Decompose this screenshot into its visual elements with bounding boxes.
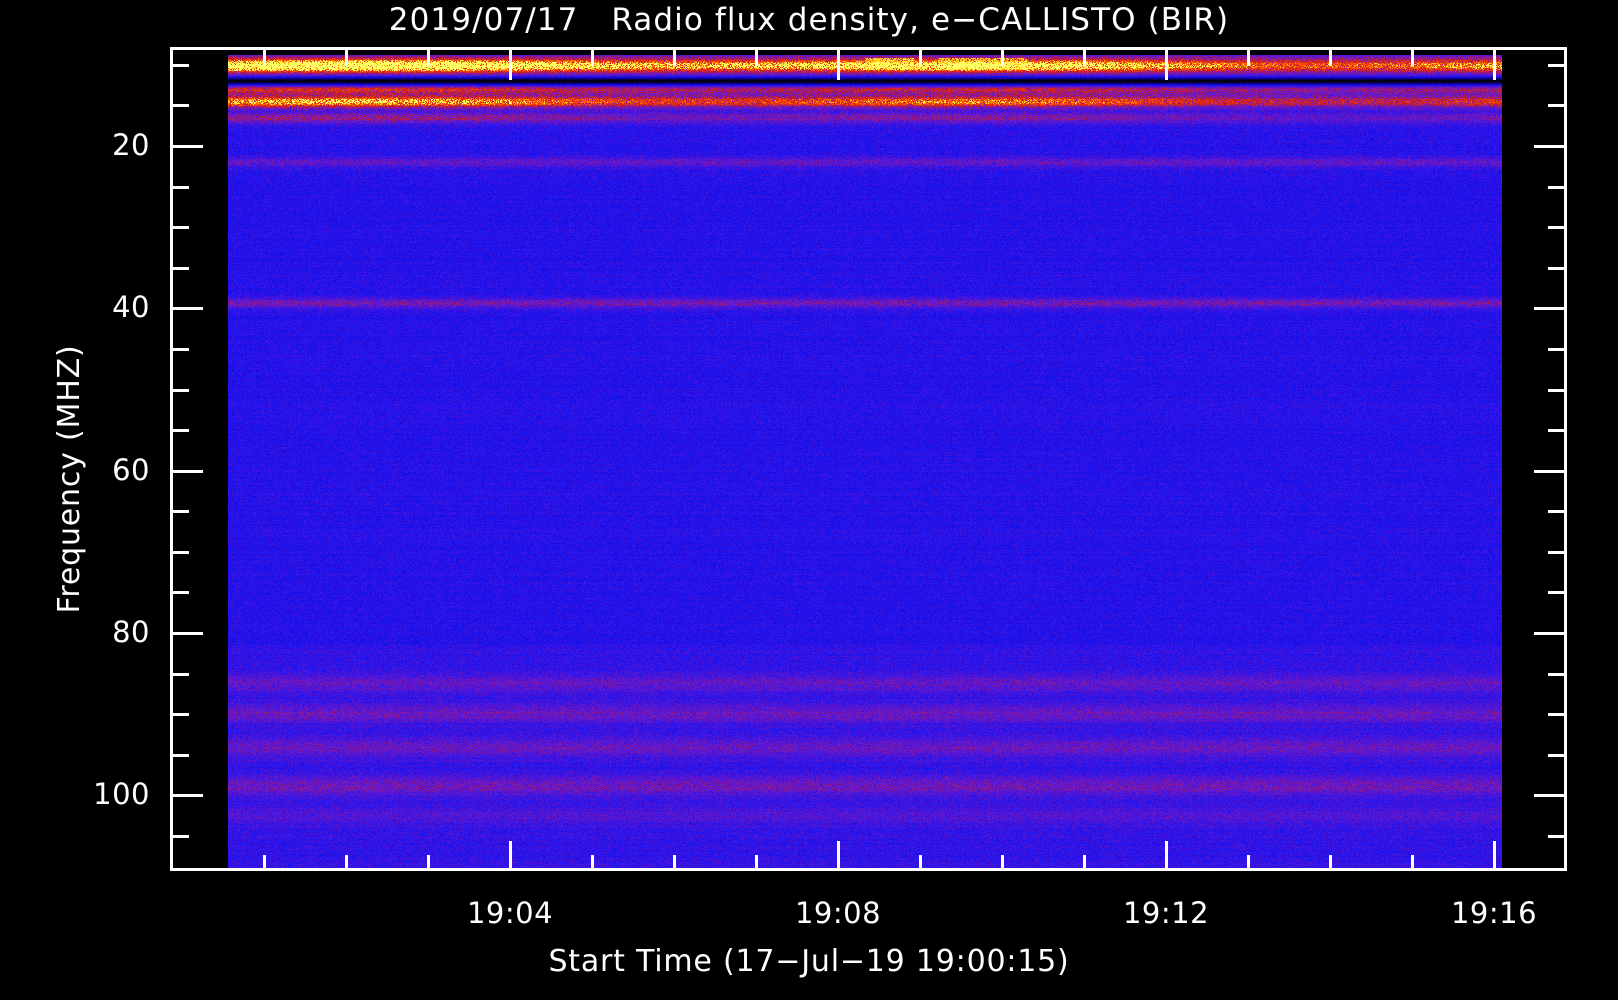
x-axis-minor-tick bbox=[1411, 50, 1414, 66]
x-axis-minor-tick bbox=[427, 50, 430, 66]
x-axis-minor-tick bbox=[673, 50, 676, 66]
y-axis-major-tick bbox=[173, 470, 203, 473]
x-axis-tick-label: 19:08 bbox=[794, 896, 882, 930]
x-axis-minor-tick bbox=[1083, 855, 1086, 871]
y-axis-tick-label: 80 bbox=[112, 615, 150, 649]
x-axis-minor-tick bbox=[1001, 855, 1004, 871]
x-axis-minor-tick bbox=[263, 855, 266, 871]
y-axis-minor-tick bbox=[1548, 713, 1564, 716]
y-axis-minor-tick bbox=[173, 551, 189, 554]
y-axis-minor-tick bbox=[173, 510, 189, 513]
y-axis-major-tick bbox=[173, 307, 203, 310]
y-axis-minor-tick bbox=[173, 673, 189, 676]
y-axis-minor-tick bbox=[173, 591, 189, 594]
x-axis-minor-tick bbox=[591, 50, 594, 66]
y-axis-minor-tick bbox=[1548, 591, 1564, 594]
y-axis-major-tick bbox=[1534, 794, 1564, 797]
y-axis-minor-tick bbox=[1548, 551, 1564, 554]
y-axis-minor-tick bbox=[1548, 267, 1564, 270]
y-axis-minor-tick bbox=[1548, 673, 1564, 676]
x-axis-minor-tick bbox=[919, 855, 922, 871]
y-axis-minor-tick bbox=[173, 835, 189, 838]
x-axis-minor-tick bbox=[345, 855, 348, 871]
y-axis-minor-tick bbox=[173, 754, 189, 757]
y-axis-title-container: Frequency (MHZ) bbox=[52, 67, 92, 891]
y-axis-major-tick bbox=[1534, 632, 1564, 635]
x-axis-major-tick bbox=[837, 50, 840, 80]
x-axis-tick-label: 19:04 bbox=[466, 896, 554, 930]
page-title: 2019/07/17 Radio flux density, e−CALLIST… bbox=[388, 2, 1230, 38]
y-axis-minor-tick bbox=[1548, 64, 1564, 67]
y-axis-tick-label: 100 bbox=[93, 777, 150, 811]
x-axis-title: Start Time (17−Jul−19 19:00:15) bbox=[548, 944, 1070, 979]
x-axis-major-tick bbox=[509, 841, 512, 871]
y-axis-minor-tick bbox=[1548, 389, 1564, 392]
y-axis-tick-label: 40 bbox=[112, 290, 150, 324]
y-axis-minor-tick bbox=[173, 713, 189, 716]
y-axis-minor-tick bbox=[173, 267, 189, 270]
spectrogram-image bbox=[228, 55, 1502, 868]
x-axis-minor-tick bbox=[427, 855, 430, 871]
y-axis-tick-label: 60 bbox=[112, 453, 150, 487]
y-axis-minor-tick bbox=[173, 186, 189, 189]
y-axis-major-tick bbox=[173, 794, 203, 797]
y-axis-minor-tick bbox=[1548, 186, 1564, 189]
y-axis-major-tick bbox=[1534, 145, 1564, 148]
y-axis-minor-tick bbox=[173, 104, 189, 107]
y-axis-minor-tick bbox=[1548, 348, 1564, 351]
y-axis-tick-label: 20 bbox=[112, 128, 150, 162]
y-axis-minor-tick bbox=[173, 64, 189, 67]
x-axis-tick-label: 19:16 bbox=[1450, 896, 1538, 930]
x-axis-minor-tick bbox=[1329, 855, 1332, 871]
x-axis-minor-tick bbox=[1411, 855, 1414, 871]
y-axis-major-tick bbox=[1534, 307, 1564, 310]
y-axis-minor-tick bbox=[1548, 835, 1564, 838]
x-axis-minor-tick bbox=[263, 50, 266, 66]
x-axis-minor-tick bbox=[919, 50, 922, 66]
x-axis-major-tick bbox=[837, 841, 840, 871]
y-axis-minor-tick bbox=[1548, 754, 1564, 757]
x-axis-minor-tick bbox=[673, 855, 676, 871]
y-axis-minor-tick bbox=[173, 226, 189, 229]
x-axis-minor-tick bbox=[1083, 50, 1086, 66]
y-axis-minor-tick bbox=[173, 429, 189, 432]
x-axis-minor-tick bbox=[755, 855, 758, 871]
y-axis-minor-tick bbox=[173, 348, 189, 351]
x-axis-minor-tick bbox=[1001, 50, 1004, 66]
x-axis-tick-label: 19:12 bbox=[1122, 896, 1210, 930]
y-axis-minor-tick bbox=[1548, 510, 1564, 513]
y-axis-major-tick bbox=[173, 145, 203, 148]
x-axis-major-tick bbox=[1165, 841, 1168, 871]
x-axis-major-tick bbox=[1165, 50, 1168, 80]
x-axis-minor-tick bbox=[1247, 50, 1250, 66]
y-axis-major-tick bbox=[173, 632, 203, 635]
y-axis-minor-tick bbox=[1548, 226, 1564, 229]
x-axis-minor-tick bbox=[591, 855, 594, 871]
x-axis-minor-tick bbox=[755, 50, 758, 66]
x-axis-major-tick bbox=[1493, 50, 1496, 80]
y-axis-major-tick bbox=[1534, 470, 1564, 473]
y-axis-minor-tick bbox=[1548, 429, 1564, 432]
y-axis-title: Frequency (MHZ) bbox=[52, 344, 87, 614]
x-axis-minor-tick bbox=[1247, 855, 1250, 871]
x-axis-major-tick bbox=[509, 50, 512, 80]
y-axis-minor-tick bbox=[1548, 104, 1564, 107]
y-axis-minor-tick bbox=[173, 389, 189, 392]
x-axis-minor-tick bbox=[345, 50, 348, 66]
x-axis-major-tick bbox=[1493, 841, 1496, 871]
x-axis-minor-tick bbox=[1329, 50, 1332, 66]
